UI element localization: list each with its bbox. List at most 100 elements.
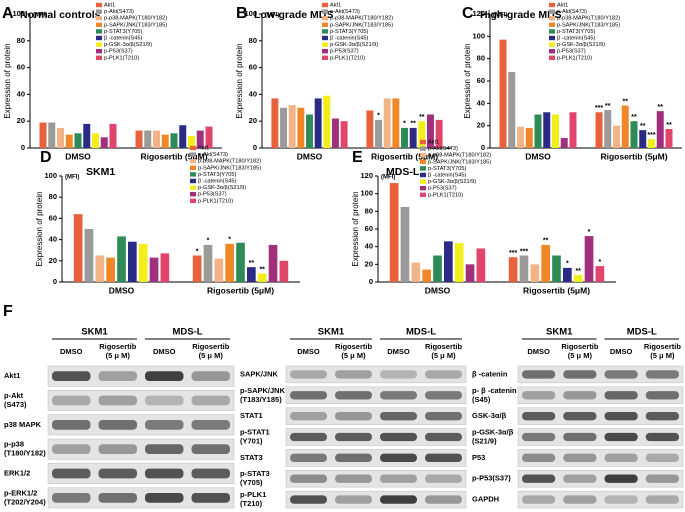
bar [128,241,137,282]
legend-swatch [549,16,555,21]
treatment: Rigosertib [192,342,230,351]
legend-swatch [190,185,196,190]
significance: ** [249,260,255,267]
legend-label: p-PLK1(T210) [428,192,463,198]
bar [160,253,170,282]
blot-band [563,411,597,421]
significance: ** [410,121,416,128]
protein-label: (T210) [240,499,263,508]
panel-letter: E [352,149,363,166]
legend-swatch [96,49,102,54]
bar [236,242,245,282]
legend-swatch [96,16,102,21]
blot-band [645,453,679,463]
bar [411,262,421,282]
legend-swatch [190,178,196,184]
y-tick-label: 80 [49,192,57,201]
y-tick-label: 60 [477,76,485,85]
unit-label: (MFI) [493,13,507,19]
legend-swatch [420,179,426,184]
blot-background [47,438,235,460]
legend-label: β -catenin(S45) [428,172,466,178]
bar [604,110,612,148]
panel-letter: A [2,5,14,22]
y-axis-label: Expression of protein [463,43,472,118]
legend-swatch [190,165,196,170]
bar [656,111,664,148]
protein-label: Akt1 [4,371,20,380]
bar [138,243,148,282]
bar [563,267,572,282]
unit-label: (MFI) [265,13,279,19]
protein-label: (S21/9) [472,436,497,445]
bar [135,130,143,148]
blot-background [517,449,684,467]
blot-background [47,390,235,411]
blot-band [380,453,417,463]
blot-background [285,490,467,509]
y-tick-label: 60 [49,213,57,222]
bar [257,273,267,282]
bar [552,255,561,282]
legend-swatch [96,42,102,47]
y-tick-label: 0 [481,143,485,152]
blot-band [145,395,184,406]
cell-line: SKM1 [546,327,573,338]
bar [91,133,99,148]
protein-label: p-SAPK/JNK [240,386,286,395]
legend-label: p-Akt(S473) [557,9,587,15]
bar [306,114,313,148]
bar [465,264,475,282]
x-tick-label: Rigosertib (5μM) [207,285,274,295]
blot-background [47,414,235,436]
protein-label: (S45) [472,395,491,404]
blot-band [604,391,638,400]
y-tick-label: 0 [369,277,373,286]
cell-line: MDS-L [172,327,202,338]
bar [288,105,296,148]
blot-band [604,432,638,442]
legend-label: p-SAPK/JNK(T183/Y185) [557,22,620,28]
y-tick-label: 60 [365,224,373,233]
blot-band [335,474,372,483]
bar [297,107,305,148]
legend-label: Akt1 [557,2,568,8]
protein-label: p-p38 [4,440,24,449]
protein-label: p-PLK1 [240,490,266,499]
legend-swatch [420,172,426,178]
bar [280,107,287,148]
blot-background [517,386,684,404]
blot-band [563,370,597,379]
x-tick-label: DMSO [425,285,451,295]
blot-band [52,419,91,430]
y-axis-label: Expression of protein [35,191,44,266]
treatment: DMSO [610,347,633,356]
legend-swatch [322,9,328,14]
protein-label: p-GSK-3α/β [472,427,514,436]
blot-background [285,470,467,488]
significance: *** [595,105,603,112]
legend-label: p-P53(S37) [557,49,586,55]
significance: * [403,121,406,128]
bar [83,123,91,148]
legend-swatch [420,166,426,171]
blot-band [425,432,462,442]
blot-background [47,463,235,484]
protein-label: SAPK/JNK [240,369,279,378]
y-tick-label: 60 [249,63,257,72]
blot-band [604,453,638,463]
bar [435,119,443,148]
treatment: (5 μ M) [106,351,131,360]
y-tick-label: 120 [360,171,373,180]
bar [39,122,47,148]
y-tick-label: 20 [49,256,57,265]
bar [109,123,117,148]
y-tick-label: 100 [360,189,373,198]
legend-label: p-GSK-3α/β(S21/9) [104,42,152,48]
blot-band [522,391,556,400]
unit-label: (MFI) [65,175,79,181]
bar [271,98,279,148]
significance: ** [259,266,265,273]
blot-band [563,432,597,442]
